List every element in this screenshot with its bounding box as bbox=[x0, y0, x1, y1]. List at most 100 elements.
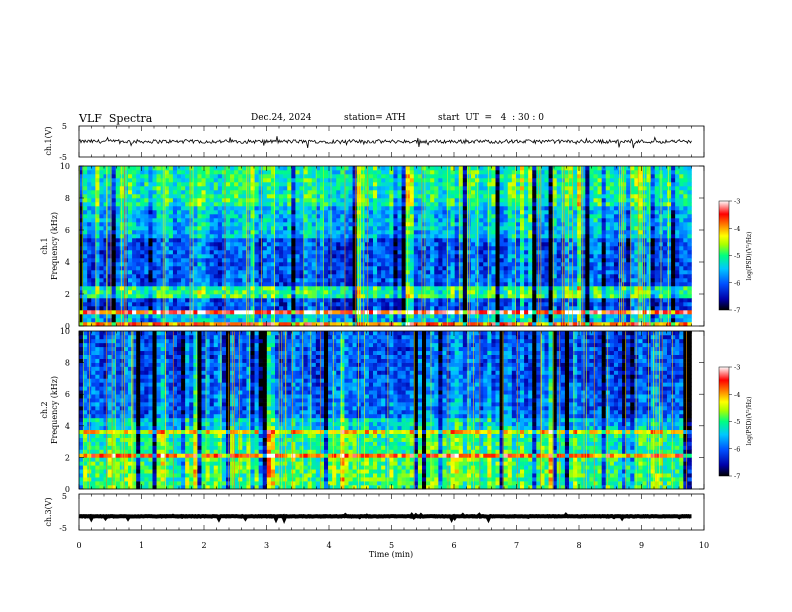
spectrogram-cell bbox=[234, 234, 239, 239]
spectrogram-cell bbox=[466, 206, 472, 211]
spectrogram-cell bbox=[303, 186, 308, 191]
spectrogram-cell bbox=[422, 206, 427, 211]
spectrogram-cell bbox=[324, 318, 329, 323]
spectrogram-cell bbox=[209, 322, 215, 327]
spectrogram-cell bbox=[328, 174, 333, 179]
spectrogram-cell bbox=[185, 186, 190, 191]
spectrogram-cell bbox=[95, 218, 100, 223]
spectrogram-cell bbox=[230, 258, 235, 263]
spectrogram-cell bbox=[136, 218, 141, 223]
spectrogram-cell bbox=[111, 322, 117, 327]
spectrogram-cell bbox=[458, 238, 464, 243]
spectrogram-cell bbox=[311, 314, 317, 319]
spectrogram-cell bbox=[246, 226, 251, 231]
spectrogram-cell bbox=[111, 198, 117, 203]
spectrogram-cell bbox=[266, 246, 272, 251]
spectrogram-cell bbox=[430, 254, 435, 259]
spectrogram-cell bbox=[422, 202, 427, 207]
spectrogram-cell bbox=[446, 282, 451, 287]
spectrogram-cell bbox=[364, 306, 370, 311]
spectrogram-cell bbox=[377, 226, 382, 231]
spectrogram-cell bbox=[91, 250, 96, 255]
spectrogram-cell bbox=[119, 174, 125, 179]
spectrogram-cell bbox=[193, 278, 198, 283]
spectrogram-cell bbox=[389, 254, 394, 259]
spectrogram-cell bbox=[148, 278, 153, 283]
spectrogram-cell bbox=[193, 314, 198, 319]
spectrogram-cell bbox=[532, 238, 537, 243]
spectrogram-cell bbox=[409, 274, 415, 279]
spectrogram-cell bbox=[340, 210, 345, 215]
spectrogram-cell bbox=[368, 222, 374, 227]
spectrogram-cell bbox=[185, 238, 190, 243]
spectrogram-cell bbox=[454, 322, 460, 327]
spectrogram-cell bbox=[466, 258, 472, 263]
spectrogram-cell bbox=[299, 318, 304, 323]
spectrogram-cell bbox=[552, 310, 558, 315]
spectrogram-cell bbox=[548, 266, 553, 271]
spectrogram-cell bbox=[299, 202, 304, 207]
spectrogram-cell bbox=[548, 222, 553, 227]
spectrogram-cell bbox=[258, 310, 264, 315]
spectrogram-cell bbox=[344, 282, 349, 287]
spectrogram-cell bbox=[487, 202, 492, 207]
spectrogram-cell bbox=[552, 318, 558, 323]
spectrogram-cell bbox=[413, 226, 419, 231]
spectrogram-cell bbox=[364, 218, 370, 223]
spectrogram-cell bbox=[115, 306, 121, 311]
spectrogram-cell bbox=[250, 322, 255, 327]
spectrogram-cell bbox=[385, 174, 390, 179]
spectrogram-cell bbox=[217, 226, 223, 231]
spectrogram-cell bbox=[177, 318, 182, 323]
spectrogram-cell bbox=[495, 218, 500, 223]
spectrogram-cell bbox=[491, 274, 496, 279]
spectrogram-cell bbox=[287, 242, 292, 247]
spectrogram-cell bbox=[209, 306, 215, 311]
spectrogram-cell bbox=[189, 210, 194, 215]
spectrogram-cell bbox=[79, 270, 84, 275]
spectrogram-cell bbox=[462, 206, 468, 211]
spectrogram-cell bbox=[564, 190, 570, 195]
spectrogram-cell bbox=[393, 278, 398, 283]
spectrogram-cell bbox=[332, 314, 337, 319]
spectrogram-cell bbox=[426, 254, 431, 259]
spectrogram-cell bbox=[446, 270, 451, 275]
spectrogram-cell bbox=[352, 318, 357, 323]
spectrogram-cell bbox=[217, 254, 223, 259]
spectrogram-cell bbox=[226, 182, 231, 187]
spectrogram-cell bbox=[491, 190, 496, 195]
spectrogram-cell bbox=[258, 182, 264, 187]
spectrogram-cell bbox=[144, 262, 149, 267]
spectrogram-cell bbox=[515, 270, 521, 275]
spectrogram-cell bbox=[205, 310, 210, 315]
spectrogram-cell bbox=[275, 262, 280, 267]
spectrogram-cell bbox=[393, 214, 398, 219]
spectrogram-cell bbox=[340, 166, 345, 171]
spectrogram-cell bbox=[360, 214, 366, 219]
spectrogram-cell bbox=[352, 282, 357, 287]
spectrogram-cell bbox=[569, 282, 574, 287]
spectrogram-cell bbox=[385, 218, 390, 223]
spectrogram-cell bbox=[438, 234, 443, 239]
spectrogram-cell bbox=[458, 190, 464, 195]
spectrogram-cell bbox=[287, 250, 292, 255]
spectrogram-cell bbox=[397, 174, 402, 179]
spectrogram-cell bbox=[262, 270, 268, 275]
spectrogram-cell bbox=[377, 270, 382, 275]
spectrogram-cell bbox=[119, 214, 125, 219]
spectrogram-cell bbox=[193, 290, 198, 295]
spectrogram-cell bbox=[258, 170, 264, 175]
spectrogram-cell bbox=[172, 226, 178, 231]
spectrogram-cell bbox=[287, 290, 292, 295]
spectrogram-cell bbox=[287, 294, 292, 299]
spectrogram-cell bbox=[364, 262, 370, 267]
spectrogram-cell bbox=[479, 214, 484, 219]
spectrogram-cell bbox=[548, 282, 553, 287]
spectrogram-cell bbox=[283, 190, 288, 195]
spectrogram-cell bbox=[499, 314, 504, 319]
spectrogram-cell bbox=[221, 214, 227, 219]
spectrogram-cell bbox=[140, 182, 145, 187]
spectrogram-cell bbox=[389, 274, 394, 279]
spectrogram-cell bbox=[238, 262, 243, 267]
spectrogram-cell bbox=[246, 290, 251, 295]
